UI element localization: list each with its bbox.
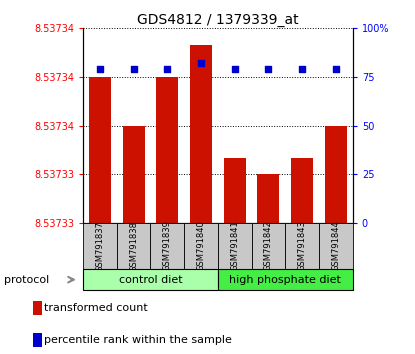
Point [97, 67, 103, 72]
Bar [286, 223, 319, 269]
Text: GSM791841: GSM791841 [230, 221, 239, 272]
Text: GSM791840: GSM791840 [197, 221, 205, 272]
Bar [218, 223, 251, 269]
Text: control diet: control diet [119, 275, 182, 285]
Bar [151, 223, 184, 269]
Text: GSM791844: GSM791844 [332, 221, 340, 272]
Bar [224, 158, 246, 223]
Bar [33, 333, 42, 347]
Text: GSM791843: GSM791843 [298, 221, 307, 272]
Point [265, 67, 272, 72]
Point [130, 67, 137, 72]
Bar [325, 126, 347, 223]
Point [232, 67, 238, 72]
Text: GSM791842: GSM791842 [264, 221, 273, 272]
Bar [190, 45, 212, 223]
Text: GSM791837: GSM791837 [95, 221, 104, 272]
Bar [251, 223, 286, 269]
Bar [218, 269, 353, 290]
Bar [184, 223, 218, 269]
Bar [257, 175, 279, 223]
Bar [89, 77, 111, 223]
Bar [122, 126, 144, 223]
Bar [291, 158, 313, 223]
Text: high phosphate diet: high phosphate diet [229, 275, 341, 285]
Bar [156, 77, 178, 223]
Point [299, 67, 305, 72]
Bar [33, 301, 42, 315]
Text: protocol: protocol [4, 275, 49, 285]
Point [332, 67, 339, 72]
Point [164, 67, 171, 72]
Bar [83, 269, 218, 290]
Bar [319, 223, 353, 269]
Point [198, 61, 204, 66]
Text: transformed count: transformed count [44, 303, 147, 313]
Text: GSM791839: GSM791839 [163, 221, 172, 272]
Bar [117, 223, 151, 269]
Bar [83, 223, 117, 269]
Title: GDS4812 / 1379339_at: GDS4812 / 1379339_at [137, 13, 299, 27]
Text: percentile rank within the sample: percentile rank within the sample [44, 335, 232, 345]
Text: GSM791838: GSM791838 [129, 221, 138, 272]
